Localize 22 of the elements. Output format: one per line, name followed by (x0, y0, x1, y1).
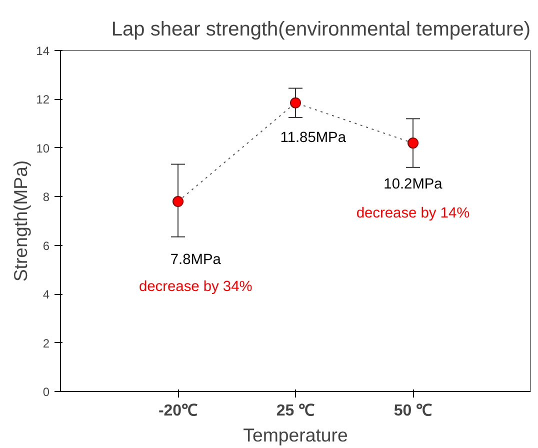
y-tick-label: 10 (36, 141, 50, 156)
annotation: 11.85MPa (280, 130, 347, 146)
point (172, 196, 184, 208)
x-tick-label: -20℃ (158, 402, 198, 420)
y-tick-label: 6 (42, 238, 50, 253)
x-tick-label: 50 ℃ (394, 402, 432, 420)
y-tick-label: 0 (42, 385, 50, 399)
y-axis-title: Strength(MPa) (10, 160, 32, 282)
point (408, 138, 418, 149)
annotation: decrease by 34% (139, 278, 252, 295)
y-tick-label: 4 (42, 288, 50, 302)
annotation: decrease by 14% (356, 206, 470, 222)
y-tick-label: 8 (42, 190, 50, 204)
x-tick-label: 25 ℃ (276, 402, 315, 420)
chart-title: Lap shear strength(environmental temperature) (111, 18, 531, 40)
annotation: 10.2MPa (384, 176, 444, 192)
point (290, 97, 301, 108)
annotation: 7.8MPa (170, 252, 222, 268)
y-tick-label: 14 (36, 44, 50, 58)
x-axis-title: Temperature (243, 424, 348, 446)
y-tick-label: 12 (36, 92, 50, 107)
y-tick-label: 2 (42, 336, 50, 350)
